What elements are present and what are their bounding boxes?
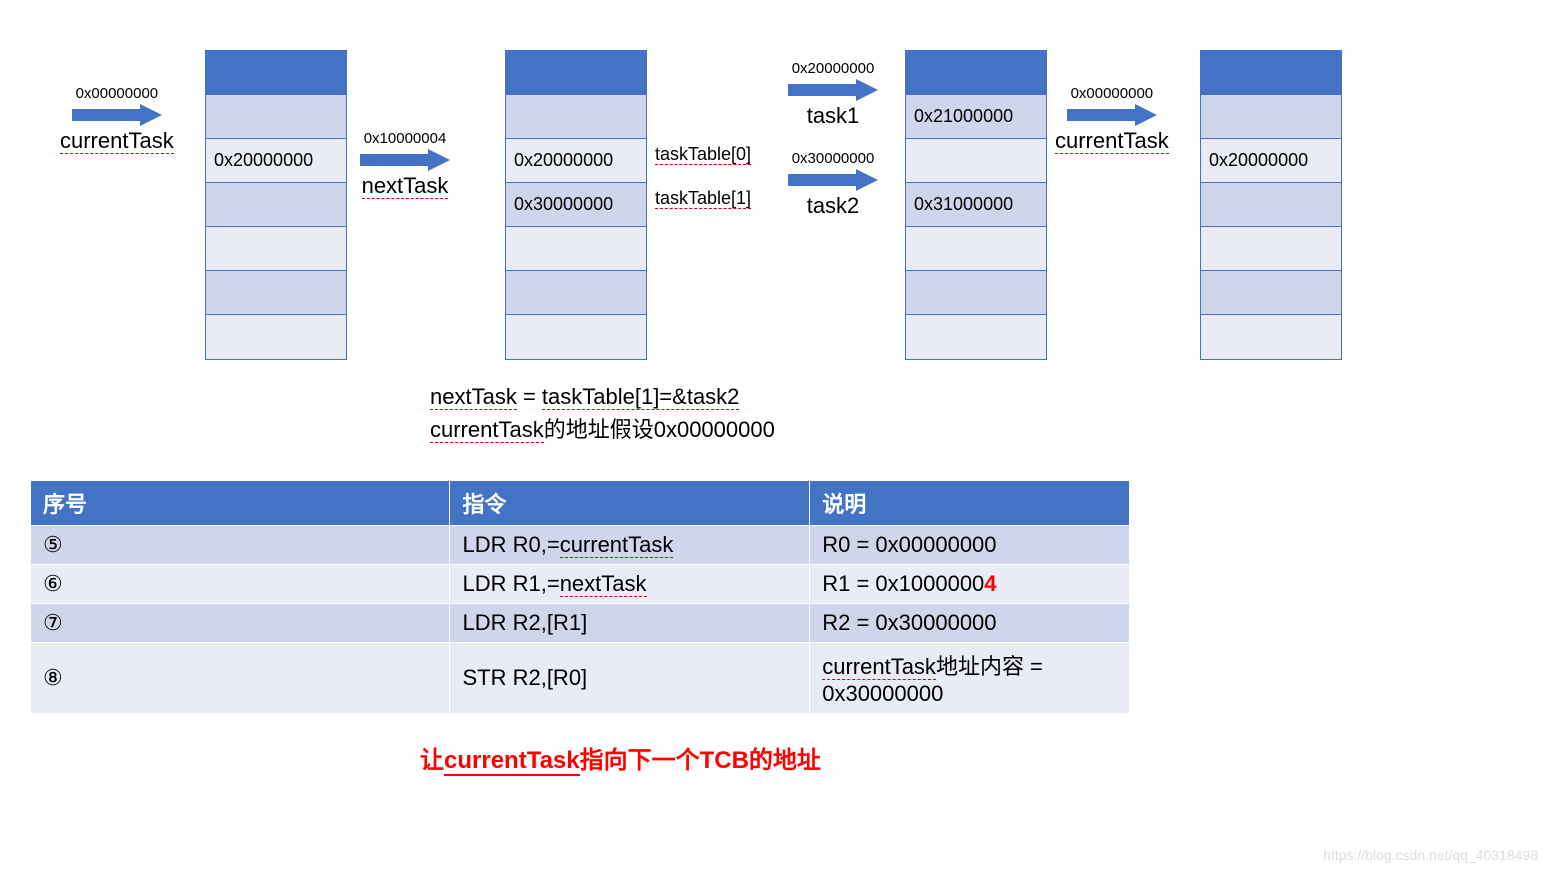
memory-cell: 0x20000000 — [506, 139, 646, 183]
memory-cell — [506, 315, 646, 359]
memory-cell — [506, 271, 646, 315]
seq-cell: ⑦ — [31, 604, 450, 643]
memory-cell — [906, 139, 1046, 183]
instruction-cell: LDR R1,=nextTask — [450, 565, 810, 604]
arrow-icon — [1067, 104, 1157, 126]
arrow-icon — [788, 169, 878, 191]
pointer-arrow: 0x00000000 currentTask — [60, 85, 174, 154]
table-header: 序号 — [31, 481, 450, 526]
memory-cell: 0x21000000 — [906, 95, 1046, 139]
table-row: ⑥LDR R1,=nextTaskR1 = 0x10000004 — [31, 565, 1130, 604]
memory-cell: 0x20000000 — [206, 139, 346, 183]
side-label: taskTable[0] — [655, 144, 751, 165]
memory-cell — [506, 95, 646, 139]
notes-text: nextTask = taskTable[1]=&task2 currentTa… — [430, 380, 775, 446]
table-row: ⑧STR R2,[R0]currentTask地址内容 = 0x30000000 — [31, 643, 1130, 714]
pointer-arrow: 0x10000004 nextTask — [360, 130, 450, 199]
memory-cell: 0x20000000 — [1201, 139, 1341, 183]
arrow-icon — [360, 149, 450, 171]
description-cell: currentTask地址内容 = 0x30000000 — [810, 643, 1130, 714]
table-row: ⑦LDR R2,[R1]R2 = 0x30000000 — [31, 604, 1130, 643]
pointer-arrow: 0x00000000 currentTask — [1055, 85, 1169, 154]
pointer-arrow: 0x20000000 task1 — [788, 60, 878, 129]
table-row: ⑤LDR R0,=currentTaskR0 = 0x00000000 — [31, 526, 1130, 565]
memory-cell — [906, 315, 1046, 359]
pointer-caption: task1 — [807, 103, 860, 129]
memory-block: 0x21000000 0x31000000 — [905, 50, 1047, 360]
memory-cell — [906, 227, 1046, 271]
seq-cell: ⑤ — [31, 526, 450, 565]
memory-block: 0x20000000 — [205, 50, 347, 360]
memory-cell — [506, 51, 646, 95]
address-label: 0x20000000 — [792, 60, 875, 77]
seq-cell: ⑥ — [31, 565, 450, 604]
side-label: taskTable[1] — [655, 188, 751, 209]
instruction-cell: LDR R2,[R1] — [450, 604, 810, 643]
memory-cell — [206, 315, 346, 359]
memory-cell — [1201, 227, 1341, 271]
description-cell: R2 = 0x30000000 — [810, 604, 1130, 643]
address-label: 0x00000000 — [1071, 85, 1154, 102]
instruction-cell: STR R2,[R0] — [450, 643, 810, 714]
memory-cell — [206, 51, 346, 95]
note-currenttask: currentTask — [430, 417, 544, 443]
pointer-caption: currentTask — [60, 128, 174, 154]
memory-cell — [206, 95, 346, 139]
memory-block: 0x20000000 — [1200, 50, 1342, 360]
description-cell: R0 = 0x00000000 — [810, 526, 1130, 565]
memory-cell — [906, 51, 1046, 95]
memory-cell — [1201, 95, 1341, 139]
pointer-arrow: 0x30000000 task2 — [788, 150, 878, 219]
table-header: 指令 — [450, 481, 810, 526]
watermark: https://blog.csdn.net/qq_40318498 — [1323, 847, 1538, 863]
note-nexttask: nextTask — [430, 384, 517, 410]
memory-cell — [1201, 271, 1341, 315]
arrow-icon — [72, 104, 162, 126]
memory-cell: 0x30000000 — [506, 183, 646, 227]
pointer-caption: nextTask — [362, 173, 449, 199]
memory-cell — [906, 271, 1046, 315]
memory-cell — [206, 227, 346, 271]
note-tasktable: taskTable[1]=&task2 — [542, 384, 740, 410]
instruction-table: 序号指令说明 ⑤LDR R0,=currentTaskR0 = 0x000000… — [30, 480, 1130, 714]
memory-cell: 0x31000000 — [906, 183, 1046, 227]
instruction-cell: LDR R0,=currentTask — [450, 526, 810, 565]
memory-cell — [1201, 183, 1341, 227]
memory-cell — [506, 227, 646, 271]
pointer-caption: task2 — [807, 193, 860, 219]
memory-cell — [1201, 51, 1341, 95]
conclusion-text: 让currentTask指向下一个TCB的地址 — [420, 740, 821, 775]
memory-diagram: 0x20000000 0x00000000 currentTask 0x2000000… — [0, 0, 1558, 350]
memory-cell — [1201, 315, 1341, 359]
memory-cell — [206, 183, 346, 227]
address-label: 0x30000000 — [792, 150, 875, 167]
table-header: 说明 — [810, 481, 1130, 526]
description-cell: R1 = 0x10000004 — [810, 565, 1130, 604]
memory-cell — [206, 271, 346, 315]
seq-cell: ⑧ — [31, 643, 450, 714]
memory-block: 0x200000000x30000000 — [505, 50, 647, 360]
address-label: 0x10000004 — [364, 130, 447, 147]
arrow-icon — [788, 79, 878, 101]
address-label: 0x00000000 — [76, 85, 159, 102]
pointer-caption: currentTask — [1055, 128, 1169, 154]
